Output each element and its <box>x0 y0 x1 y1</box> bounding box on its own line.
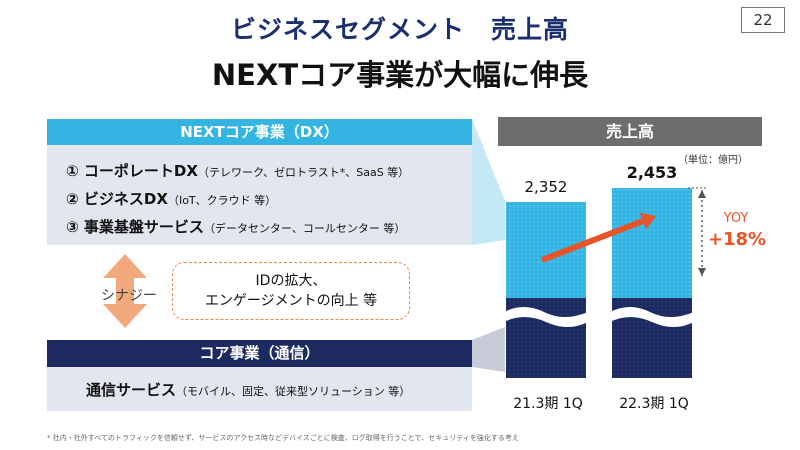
bar-value-label-0: 2,352 <box>525 178 568 196</box>
core-panel-header: コア事業（通信） <box>47 340 472 367</box>
chart-title: 売上高 <box>498 117 762 146</box>
dx-connector <box>472 119 505 245</box>
core-item-label: 通信サービス <box>86 381 177 399</box>
synergy-box: IDの拡大、 エンゲージメントの向上 等 <box>172 262 410 320</box>
category-label-1: 22.3期 1Q <box>619 396 689 412</box>
dx-item-infra-label: ③ 事業基盤サービス <box>66 218 204 236</box>
dx-item-business-label: ② ビジネスDX <box>66 190 168 208</box>
bar-dx-segment <box>612 188 692 298</box>
bracket-arrow-down-icon <box>698 268 706 276</box>
dx-item-business-detail: （IoT、クラウド 等） <box>167 194 277 207</box>
yoy-value: +18% <box>707 229 767 250</box>
axis-break-mark <box>504 307 588 327</box>
core-item-detail: （モバイル、固定、従来型ソリューション 等） <box>176 385 411 398</box>
core-connector <box>472 327 505 372</box>
dx-item-business: ② ビジネスDX（IoT、クラウド 等） <box>66 188 276 209</box>
core-panel-body <box>47 367 472 411</box>
growth-arrow-icon <box>540 218 645 263</box>
footnote: * 社内・社外すべてのトラフィックを信頼せず、サービスのアクセス時などデバイスご… <box>47 434 519 442</box>
page-title: ビジネスセグメント 売上高 <box>230 15 569 44</box>
axis-break-mark <box>610 307 694 327</box>
page-subtitle: NEXTコア事業が大幅に伸長 <box>211 58 589 92</box>
dx-item-corporate-detail: （テレワーク、ゼロトラスト*、SaaS 等） <box>197 166 410 179</box>
dx-item-infra: ③ 事業基盤サービス（データセンター、コールセンター 等） <box>66 216 405 237</box>
chart-unit: （単位：億円） <box>678 155 748 166</box>
dx-item-corporate-label: ① コーポレートDX <box>66 162 198 180</box>
growth-arrow-head <box>639 212 656 230</box>
core-item: 通信サービス（モバイル、固定、従来型ソリューション 等） <box>86 379 410 400</box>
bracket-arrow-up-icon <box>698 190 706 198</box>
bar-1 <box>610 188 694 378</box>
dx-item-corporate: ① コーポレートDX（テレワーク、ゼロトラスト*、SaaS 等） <box>66 160 409 181</box>
dx-panel-body <box>47 145 472 245</box>
revenue-chart: 2,352 21.3期 1Q 2,453 22.3期 1Q <box>504 163 708 412</box>
dx-item-infra-detail: （データセンター、コールセンター 等） <box>203 222 406 235</box>
synergy-line-2: エンゲージメントの向上 等 <box>204 293 378 309</box>
bar-value-label-1: 2,453 <box>627 163 678 182</box>
category-label-0: 21.3期 1Q <box>513 396 583 412</box>
dx-panel-header: NEXTコア事業（DX） <box>47 119 472 145</box>
synergy-line-1: IDの拡大、 <box>255 273 327 289</box>
yoy-label: YOY <box>723 211 749 226</box>
synergy-arrow-icon <box>103 254 147 328</box>
synergy-label: シナジー <box>101 288 157 304</box>
page-number: 22 <box>741 7 785 33</box>
bar-0 <box>504 202 588 378</box>
